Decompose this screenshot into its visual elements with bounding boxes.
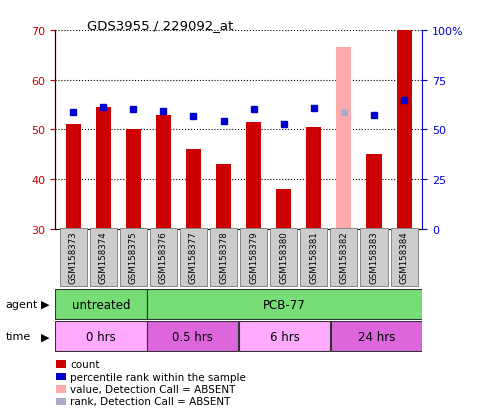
Text: ▶: ▶ [41,299,50,309]
Text: agent: agent [6,299,38,309]
FancyBboxPatch shape [59,228,86,286]
Text: GDS3955 / 229092_at: GDS3955 / 229092_at [87,19,233,31]
Text: GSM158373: GSM158373 [69,231,78,283]
Text: GSM158383: GSM158383 [369,231,379,283]
Text: rank, Detection Call = ABSENT: rank, Detection Call = ABSENT [70,396,230,406]
Text: count: count [70,359,99,369]
Text: value, Detection Call = ABSENT: value, Detection Call = ABSENT [70,384,235,394]
Text: GSM158379: GSM158379 [249,231,258,283]
Text: GSM158377: GSM158377 [189,231,198,283]
Bar [186,150,201,229]
Bar [126,130,141,229]
Bar [96,108,111,229]
Text: GSM158374: GSM158374 [99,231,108,283]
Text: GSM158384: GSM158384 [399,231,409,283]
Text: untreated: untreated [71,298,130,311]
FancyBboxPatch shape [90,228,117,286]
FancyBboxPatch shape [240,228,267,286]
Text: ▶: ▶ [41,332,50,342]
Text: percentile rank within the sample: percentile rank within the sample [70,372,246,382]
Text: time: time [6,332,31,342]
FancyBboxPatch shape [56,290,146,320]
FancyBboxPatch shape [360,228,387,286]
FancyBboxPatch shape [147,290,422,320]
Text: GSM158382: GSM158382 [340,231,348,283]
Text: 24 hrs: 24 hrs [357,330,395,343]
Text: GSM158378: GSM158378 [219,231,228,283]
Text: PCB-77: PCB-77 [263,298,306,311]
Bar [336,48,352,229]
FancyBboxPatch shape [300,228,327,286]
FancyBboxPatch shape [56,321,146,351]
Bar [66,125,81,229]
Text: 0.5 hrs: 0.5 hrs [172,330,213,343]
Bar [276,190,291,229]
Bar [306,128,321,229]
Bar [156,115,171,229]
FancyBboxPatch shape [391,228,418,286]
FancyBboxPatch shape [147,321,238,351]
FancyBboxPatch shape [210,228,237,286]
FancyBboxPatch shape [330,228,357,286]
Bar [367,155,382,229]
Text: GSM158381: GSM158381 [309,231,318,283]
Bar [216,165,231,229]
Text: 6 hrs: 6 hrs [270,330,299,343]
FancyBboxPatch shape [120,228,147,286]
FancyBboxPatch shape [270,228,297,286]
FancyBboxPatch shape [180,228,207,286]
FancyBboxPatch shape [150,228,177,286]
Text: GSM158376: GSM158376 [159,231,168,283]
Text: GSM158375: GSM158375 [129,231,138,283]
Text: 0 hrs: 0 hrs [86,330,116,343]
Bar [246,123,261,229]
FancyBboxPatch shape [239,321,330,351]
FancyBboxPatch shape [331,321,422,351]
Bar [397,31,412,229]
Text: GSM158380: GSM158380 [279,231,288,283]
